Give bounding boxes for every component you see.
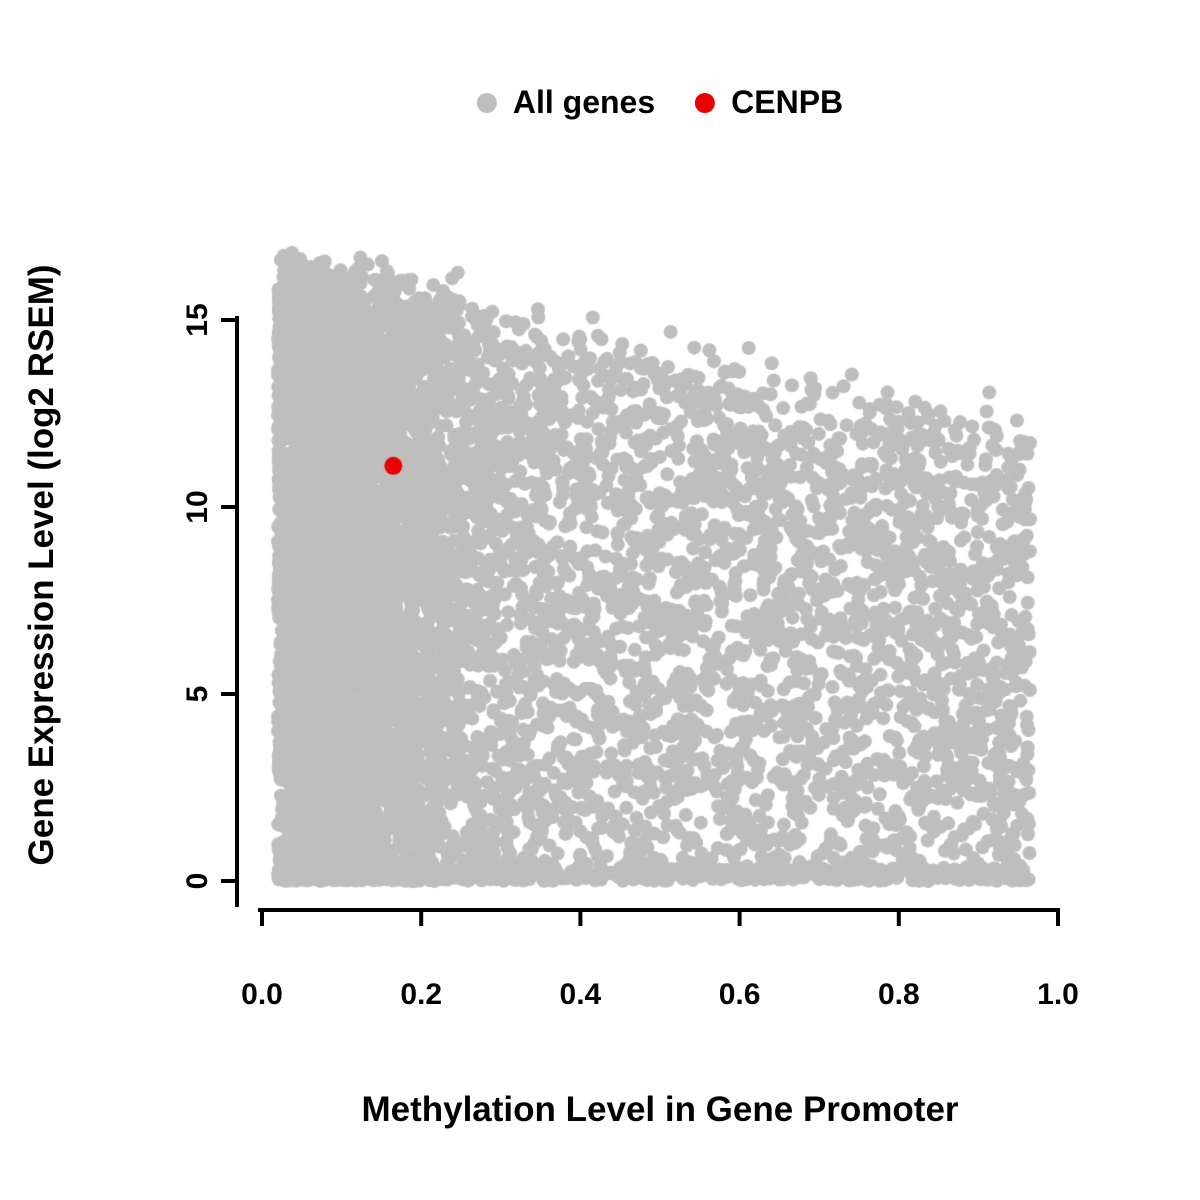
y-tick-label-5: 5 <box>181 685 214 703</box>
y-tick-label-10: 10 <box>181 490 214 524</box>
legend-item-cenpb: CENPB <box>695 84 843 121</box>
y-axis-title: Gene Expression Level (log2 RSEM) <box>22 264 61 866</box>
x-tick-label-0.0: 0.0 <box>241 978 283 1011</box>
x-tick-label-0.8: 0.8 <box>877 978 920 1011</box>
legend-label-cenpb: CENPB <box>731 84 844 120</box>
y-tick-label-15: 15 <box>181 303 214 337</box>
cenpb-dot-icon <box>695 92 716 113</box>
legend-label-all-genes: All genes <box>512 84 656 120</box>
all-genes-dot-icon <box>476 92 497 113</box>
legend-item-all-genes: All genes <box>476 84 656 121</box>
legend: All genes CENPB <box>476 84 843 121</box>
x-axis-title: Methylation Level in Gene Promoter <box>361 1090 959 1129</box>
x-tick-label-1.0: 1.0 <box>1037 978 1079 1011</box>
y-tick-label-0: 0 <box>181 872 214 890</box>
x-tick-label-0.2: 0.2 <box>400 978 443 1011</box>
x-tick-label-0.4: 0.4 <box>559 978 602 1011</box>
x-tick-label-0.6: 0.6 <box>718 978 761 1011</box>
